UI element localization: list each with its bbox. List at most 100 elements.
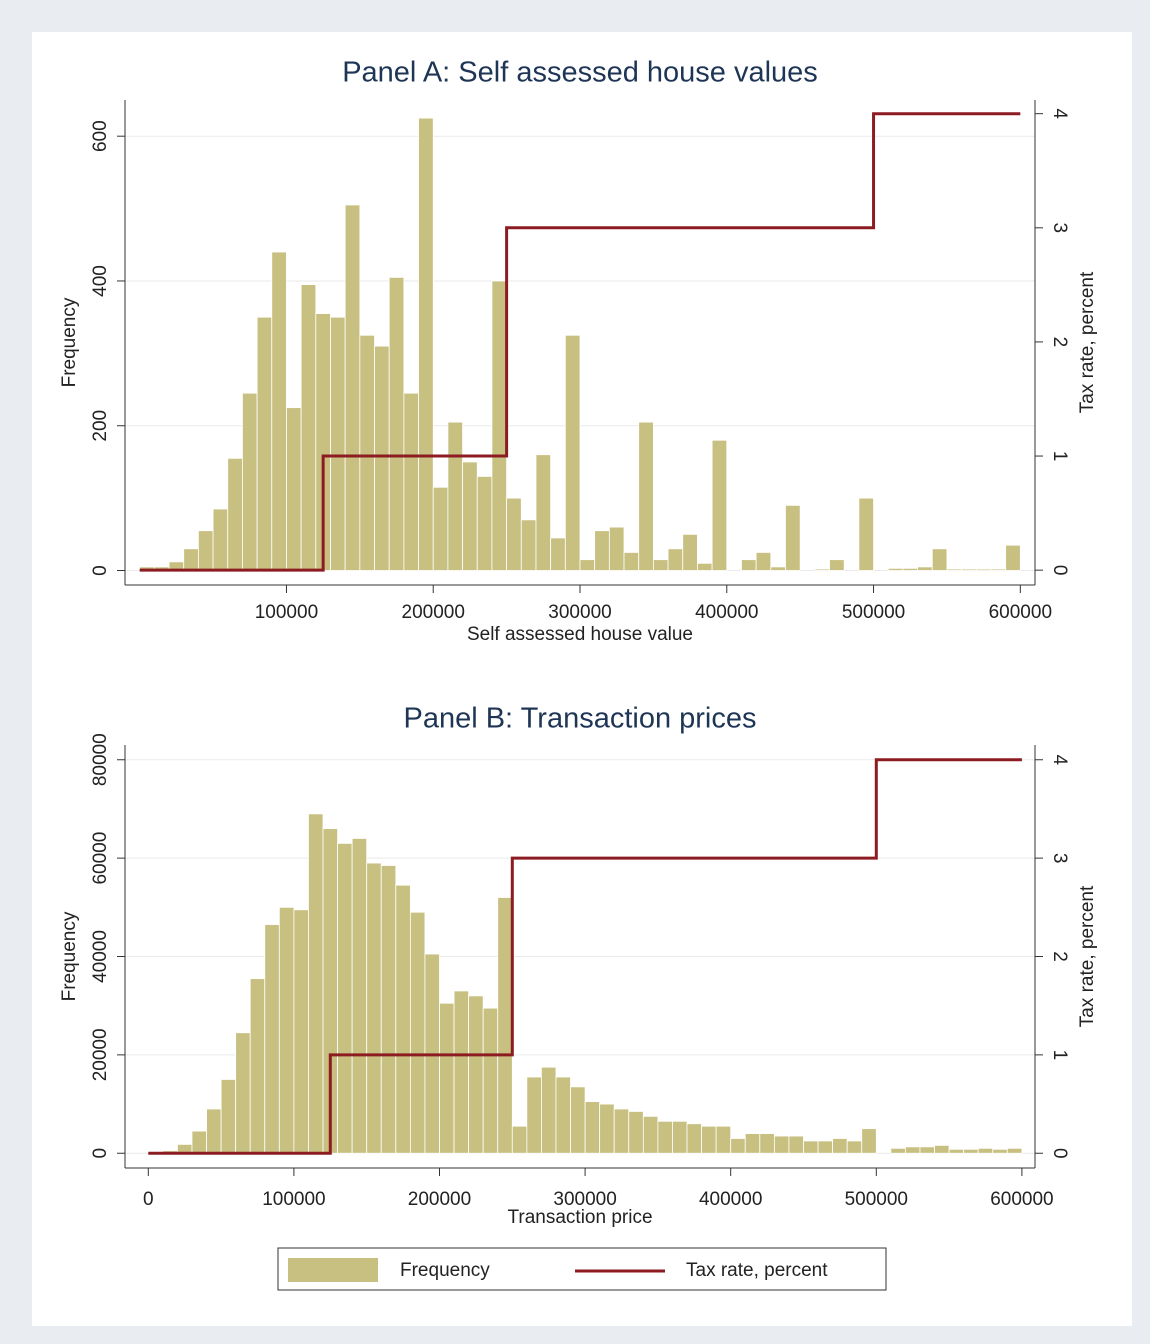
histogram-bar	[934, 1144, 950, 1154]
y-tick-label: 0	[90, 1148, 111, 1159]
histogram-bar	[785, 504, 801, 571]
histogram-bar	[439, 1002, 455, 1154]
x-tick-label: 400000	[695, 602, 758, 623]
histogram-bar	[770, 566, 786, 571]
histogram-bar	[476, 476, 493, 571]
histogram-bar	[403, 392, 419, 571]
x-tick-label: 600000	[989, 602, 1052, 623]
histogram-bar	[256, 316, 273, 571]
x-tick-label: 500000	[845, 1189, 908, 1210]
histogram-bar	[803, 1140, 819, 1154]
histogram-bar	[555, 1076, 571, 1154]
histogram-bar	[293, 909, 309, 1154]
y2-tick-label: 3	[1049, 853, 1070, 864]
chart-title: Panel B: Transaction prices	[403, 703, 756, 735]
histogram-bar	[832, 1138, 848, 1154]
histogram-bar	[535, 454, 552, 571]
y2-tick-label: 2	[1049, 951, 1070, 962]
histogram-bar	[579, 559, 596, 571]
x-tick-label: 200000	[402, 602, 465, 623]
histogram-bar	[992, 1148, 1008, 1154]
histogram-bar	[468, 995, 484, 1154]
histogram-bar	[227, 457, 243, 571]
histogram-bar	[608, 526, 625, 571]
histogram-bar	[374, 345, 390, 571]
x-tick-label: 100000	[262, 1189, 325, 1210]
histogram-bar	[300, 284, 317, 571]
y-tick-label: 200	[90, 410, 111, 442]
histogram-bar	[919, 1146, 935, 1154]
x-tick-label: 0	[143, 1189, 154, 1210]
histogram-bar	[975, 568, 992, 571]
histogram-bar	[1005, 544, 1021, 571]
histogram-bar	[418, 117, 434, 571]
histogram-bar	[682, 533, 698, 571]
histogram-bar	[584, 1101, 601, 1154]
histogram-bar	[977, 1147, 994, 1154]
chart-title: Panel A: Self assessed house values	[342, 57, 818, 89]
y2-axis-title: Tax rate, percent	[1077, 271, 1098, 413]
y2-tick-label: 0	[1049, 1148, 1070, 1159]
histogram-bar	[642, 1115, 659, 1154]
histogram-bar	[242, 392, 258, 571]
histogram-bar	[497, 897, 513, 1154]
histogram-bar	[359, 334, 375, 571]
histogram-bar	[570, 1086, 586, 1154]
histogram-bar	[520, 519, 537, 571]
histogram-bar	[388, 276, 405, 571]
y2-axis-title: Tax rate, percent	[1077, 885, 1098, 1027]
histogram-bar	[846, 1140, 863, 1154]
histogram-bar	[344, 204, 361, 571]
histogram-bar	[946, 568, 963, 571]
y-tick-label: 0	[90, 565, 111, 576]
histogram-bar	[264, 924, 280, 1154]
histogram-bar	[667, 548, 684, 571]
histogram-bar	[183, 548, 199, 571]
histogram-bar	[351, 838, 368, 1154]
y-tick-label: 60000	[90, 832, 111, 885]
histogram-bar	[337, 842, 353, 1154]
histogram-bar	[697, 562, 713, 571]
histogram-bar	[887, 567, 904, 571]
histogram-bar	[511, 1125, 528, 1154]
legend-box	[277, 1247, 887, 1291]
legend-label: Tax rate, percent	[686, 1260, 828, 1281]
histogram-bar	[890, 1147, 906, 1154]
histogram-bar	[741, 559, 757, 571]
histogram-bar	[1006, 1147, 1023, 1154]
histogram-bar	[931, 548, 948, 571]
x-axis-title: Self assessed house value	[467, 624, 693, 645]
histogram-bar	[817, 1140, 834, 1154]
histogram-bar	[961, 568, 977, 571]
histogram-bar	[773, 1135, 790, 1154]
histogram-bar	[814, 568, 830, 571]
histogram-bar	[395, 884, 411, 1154]
histogram-bar	[638, 421, 654, 571]
y-tick-label: 20000	[90, 1028, 111, 1081]
histogram-bar	[905, 1146, 921, 1154]
y2-tick-label: 2	[1049, 337, 1070, 348]
y-axis-title: Frequency	[59, 297, 80, 387]
y-tick-label: 80000	[90, 733, 111, 786]
histogram-bar	[715, 1125, 732, 1154]
histogram-bar	[701, 1125, 717, 1154]
x-tick-label: 400000	[699, 1189, 762, 1210]
histogram-bar	[652, 559, 669, 571]
histogram-bar	[686, 1123, 702, 1154]
histogram-bar	[829, 559, 845, 571]
histogram-bar	[447, 421, 463, 571]
y2-tick-label: 3	[1049, 223, 1070, 234]
histogram-bar	[206, 1108, 222, 1154]
y2-tick-label: 1	[1049, 1050, 1070, 1061]
histogram-bar	[366, 862, 382, 1154]
histogram-bar	[861, 1128, 877, 1154]
histogram-bar	[990, 568, 1007, 571]
x-tick-label: 200000	[408, 1189, 471, 1210]
tax-rate-line	[148, 758, 1022, 1155]
y2-tick-label: 1	[1049, 451, 1070, 462]
y2-tick-label: 4	[1049, 108, 1070, 119]
histogram-bar	[711, 439, 728, 571]
histogram-bar	[613, 1108, 630, 1154]
